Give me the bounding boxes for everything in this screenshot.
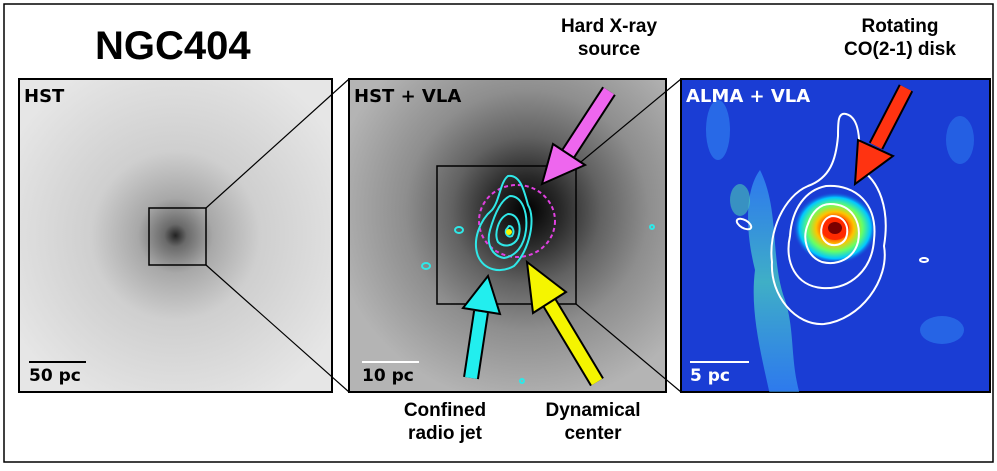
zoom-line-bottom-1 xyxy=(205,264,350,393)
xray-arrow xyxy=(540,86,616,186)
xray-circle xyxy=(478,184,556,258)
co-disk-label: Rotating CO(2-1) disk xyxy=(844,16,956,60)
panel3-label: ALMA + VLA xyxy=(686,86,811,107)
zoom-line-bottom-2 xyxy=(575,303,682,393)
outer-frame xyxy=(3,3,994,463)
panel1-label: HST xyxy=(24,86,65,107)
panel3-scale-label: 5 pc xyxy=(690,366,730,386)
panel2-scale-label: 10 pc xyxy=(362,366,414,386)
zoom-line-top-2 xyxy=(575,78,682,167)
dynamical-center-label: Dynamical center xyxy=(545,400,641,444)
panel1-scale-label: 50 pc xyxy=(29,366,81,386)
center-arrow xyxy=(525,259,604,387)
panel-alma-vla xyxy=(680,78,991,393)
zoom-box-panel1 xyxy=(148,207,207,266)
panel-hst-vla xyxy=(348,78,667,393)
figure-title: NGC404 xyxy=(95,24,251,68)
zoom-line-top-1 xyxy=(205,78,350,209)
panel-hst xyxy=(18,78,333,393)
zoom-box-panel2 xyxy=(436,165,577,305)
dynamical-center-marker xyxy=(506,229,512,235)
jet-arrow xyxy=(461,273,502,380)
radio-contours-panel2 xyxy=(421,174,655,384)
radio-jet-label: Confined radio jet xyxy=(403,400,487,444)
panel2-label: HST + VLA xyxy=(354,86,462,107)
co-arrow xyxy=(853,84,914,187)
xray-source-label: Hard X-ray source xyxy=(560,16,658,60)
